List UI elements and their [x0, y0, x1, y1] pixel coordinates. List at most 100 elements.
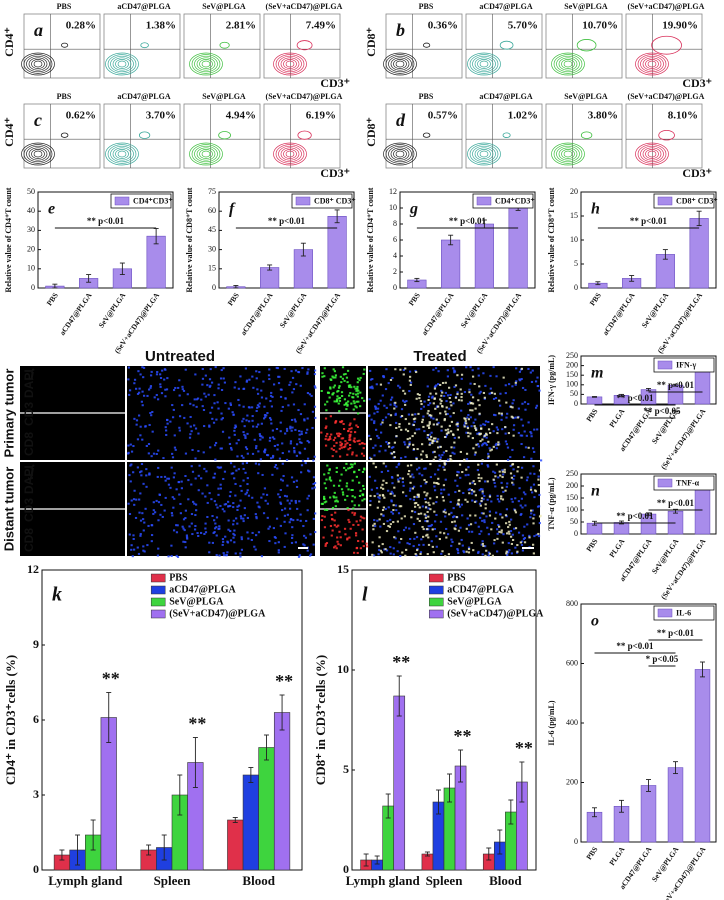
- contour: [390, 147, 410, 161]
- cell: [333, 400, 336, 403]
- cell: [524, 388, 527, 391]
- cell: [306, 457, 310, 460]
- cell: [426, 424, 429, 427]
- cell: [519, 434, 522, 437]
- cell: [527, 421, 530, 424]
- cell: [290, 541, 294, 544]
- cell: [300, 433, 303, 436]
- cell: [293, 449, 296, 452]
- cell: [344, 440, 347, 443]
- cell: [357, 389, 360, 392]
- cell: [239, 375, 242, 378]
- cell: [204, 374, 207, 377]
- cell: [415, 536, 419, 539]
- cell: [477, 399, 480, 402]
- cell: [531, 491, 534, 494]
- cell: [439, 412, 442, 415]
- cell: [413, 420, 416, 423]
- cell: [353, 462, 356, 465]
- cell: [171, 496, 174, 499]
- channel-label: CD8: [22, 432, 36, 456]
- cell: [331, 518, 334, 521]
- cell: [292, 480, 296, 483]
- cell: [444, 511, 447, 514]
- cell: [424, 467, 427, 470]
- cell: [510, 415, 513, 418]
- cell: [191, 533, 194, 536]
- contour: [280, 147, 300, 161]
- y-tick-label: 100: [566, 380, 578, 389]
- cell: [467, 466, 470, 469]
- cell: [430, 431, 433, 434]
- cell: [395, 421, 398, 424]
- cell: [289, 440, 293, 443]
- cell: [474, 451, 477, 454]
- cell: [423, 491, 426, 494]
- x-axis-label: CD3⁺: [682, 76, 712, 90]
- cell: [286, 499, 289, 502]
- cell: [467, 435, 470, 438]
- cell: [482, 372, 485, 375]
- cell: [270, 457, 273, 460]
- cell: [517, 431, 520, 434]
- cell: [358, 469, 361, 472]
- cell: [494, 485, 497, 488]
- cell: [279, 421, 282, 424]
- contour: [138, 131, 151, 139]
- contour: [645, 149, 659, 159]
- cell: [371, 387, 374, 390]
- y-axis-label: Relative value of CD4⁺T count: [4, 187, 13, 292]
- cell: [470, 489, 473, 492]
- cell: [503, 468, 506, 471]
- cell: [415, 501, 418, 504]
- cell: [474, 514, 477, 517]
- cell: [211, 515, 214, 518]
- cell: [304, 536, 307, 539]
- cell: [145, 468, 148, 471]
- cell: [458, 489, 461, 492]
- cell: [520, 378, 523, 381]
- cell: [419, 551, 423, 554]
- contour: [115, 149, 129, 159]
- cell: [258, 371, 261, 374]
- cell: [505, 416, 508, 419]
- cell: [484, 384, 487, 387]
- cell: [468, 492, 471, 495]
- significance-label: ** p<0.01: [87, 216, 125, 226]
- significance-label: ** p<0.05: [643, 406, 681, 416]
- cell: [377, 545, 381, 548]
- cell: [465, 468, 468, 471]
- cell: [294, 420, 297, 423]
- cell: [130, 548, 133, 551]
- bar: [260, 267, 280, 289]
- cell: [342, 428, 346, 431]
- cell: [345, 462, 348, 465]
- cell: [223, 470, 227, 473]
- cell: [218, 554, 221, 557]
- percent-label: 3.70%: [146, 110, 176, 122]
- cell: [432, 402, 435, 405]
- cell: [415, 456, 418, 459]
- contour: [640, 145, 664, 163]
- cell: [324, 544, 327, 547]
- cell: [235, 469, 238, 472]
- cell: [218, 527, 221, 530]
- cell: [408, 527, 411, 530]
- cell: [409, 381, 413, 384]
- cell: [428, 503, 431, 506]
- cell: [516, 544, 519, 547]
- cell: [289, 518, 292, 521]
- cell: [464, 418, 467, 421]
- cell: [300, 430, 303, 433]
- cell: [275, 517, 279, 520]
- channel-label: CD3: [22, 402, 36, 426]
- cell: [186, 393, 189, 396]
- cell: [302, 543, 305, 546]
- cell: [478, 433, 481, 436]
- cell: [204, 495, 207, 498]
- contour: [31, 149, 45, 159]
- cell: [129, 480, 132, 483]
- cell: [203, 425, 206, 428]
- cell: [283, 367, 286, 370]
- significance-marker: **: [275, 671, 293, 691]
